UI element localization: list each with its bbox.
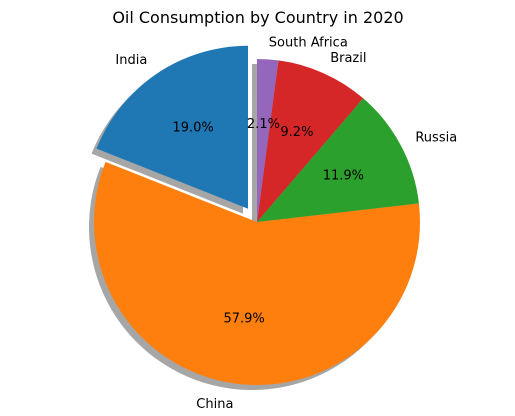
slice-label-russia: Russia (415, 130, 457, 145)
slice-label-brazil: Brazil (330, 51, 366, 66)
slice-percent-india: 19.0% (172, 120, 213, 135)
slice-label-south-africa: South Africa (269, 36, 348, 51)
pie-slice-russia (257, 98, 419, 222)
pie-slice-south-africa (257, 59, 279, 222)
chart-title: Oil Consumption by Country in 2020 (112, 8, 403, 27)
pie-slice-china (94, 161, 420, 385)
slice-percent-brazil: 9.2% (280, 125, 313, 140)
slice-percent-south-africa: 2.1% (247, 117, 280, 132)
pie-slice-india (96, 45, 249, 209)
slice-label-india: India (115, 53, 147, 68)
pie-slices (94, 45, 420, 385)
slice-label-china: China (196, 397, 233, 412)
slice-labels: India 19.0% China 57.9% Russia 11.9% Brazil 9.2… (115, 36, 457, 413)
slice-percent-russia: 11.9% (323, 169, 364, 184)
pie-slice-brazil (257, 60, 364, 222)
slice-percent-china: 57.9% (223, 311, 264, 326)
